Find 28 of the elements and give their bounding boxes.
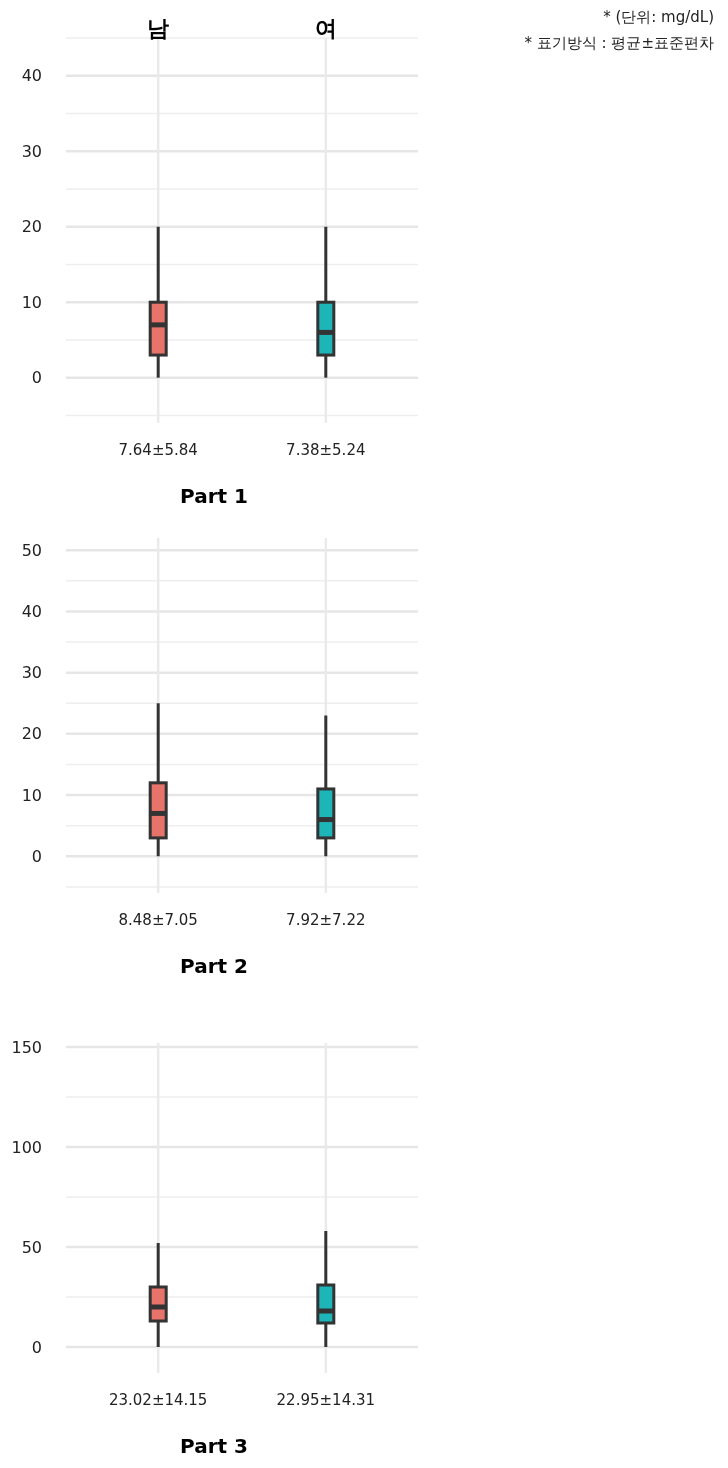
text: 7.38±5.24 <box>286 441 366 459</box>
y-tick-label: 40 <box>21 602 42 622</box>
y-tick-label: 0 <box>31 846 42 866</box>
y-tick-label: 50 <box>21 1237 42 1257</box>
text: Part 1 <box>180 484 248 508</box>
y-tick-label: 0 <box>31 368 42 388</box>
text: Part 2 <box>180 954 248 978</box>
y-tick-label: 150 <box>11 1037 42 1057</box>
text: 7.64±5.84 <box>118 441 198 459</box>
y-tick-label: 100 <box>11 1137 42 1157</box>
y-tick-label: 30 <box>21 141 42 161</box>
text: 23.02±14.15 <box>108 1391 208 1409</box>
y-tick-label: 20 <box>21 217 42 237</box>
y-tick-label: 10 <box>21 292 42 312</box>
y-tick-label: 10 <box>21 785 42 805</box>
y-tick-label: 40 <box>21 66 42 86</box>
text: * (단위: mg/dL) <box>603 8 714 26</box>
text: 8.48±7.05 <box>118 911 198 929</box>
y-tick-label: 50 <box>21 540 42 560</box>
text: 22.95±14.31 <box>276 1391 376 1409</box>
y-tick-label: 0 <box>31 1337 42 1357</box>
x-tick-label: 남 <box>147 16 170 41</box>
x-tick-label: 여 <box>314 16 337 41</box>
text: Part 3 <box>180 1434 248 1458</box>
text: * 표기방식 : 평균±표준편차 <box>524 34 714 52</box>
y-tick-label: 30 <box>21 663 42 683</box>
text: 7.92±7.22 <box>286 911 366 929</box>
y-tick-label: 20 <box>21 724 42 744</box>
